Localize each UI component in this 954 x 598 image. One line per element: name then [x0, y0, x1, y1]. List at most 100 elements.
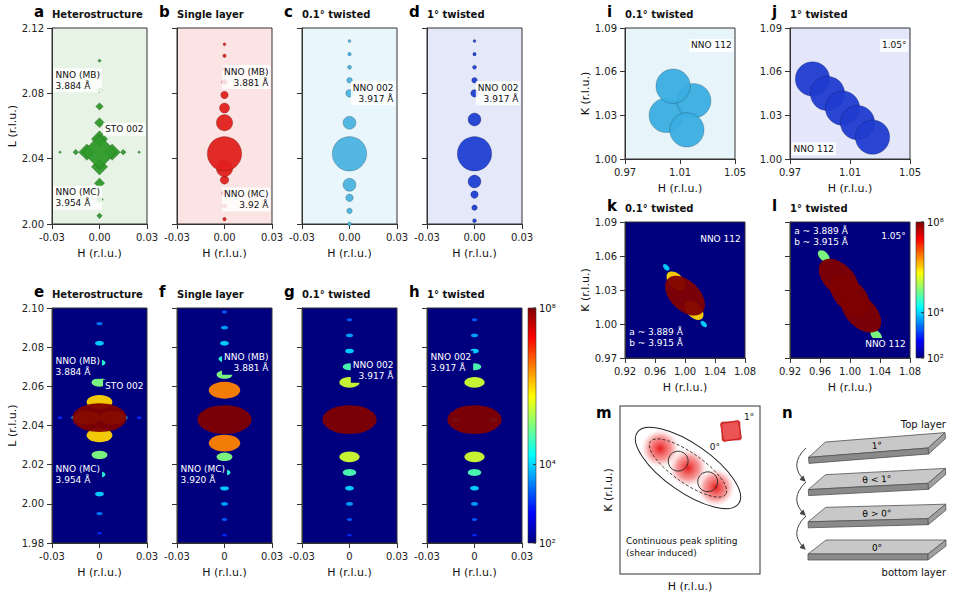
svg-text:θ < 1°: θ < 1° — [862, 474, 891, 486]
svg-text:K (r.l.u.): K (r.l.u.) — [602, 468, 615, 511]
svg-text:H (r.l.u.): H (r.l.u.) — [202, 247, 246, 260]
svg-text:0.1° twisted: 0.1° twisted — [302, 289, 370, 300]
svg-text:0.03: 0.03 — [136, 551, 158, 562]
svg-text:STO 002: STO 002 — [105, 381, 143, 391]
svg-text:H (r.l.u.): H (r.l.u.) — [658, 182, 702, 195]
svg-text:1.01: 1.01 — [669, 167, 691, 178]
svg-text:Top layer: Top layer — [900, 419, 947, 430]
svg-text:1.05: 1.05 — [899, 167, 921, 178]
svg-text:1.03: 1.03 — [760, 110, 782, 121]
svg-text:2.06: 2.06 — [22, 381, 44, 392]
svg-text:H (r.l.u.): H (r.l.u.) — [452, 247, 496, 260]
svg-text:3.920 Å: 3.920 Å — [181, 474, 217, 485]
svg-text:1.05°: 1.05° — [882, 40, 907, 50]
svg-text:d: d — [409, 3, 420, 21]
svg-text:b ~ 3.915 Å: b ~ 3.915 Å — [794, 236, 849, 247]
svg-text:1.04: 1.04 — [869, 366, 891, 377]
svg-text:3.881 Å: 3.881 Å — [234, 77, 270, 88]
svg-text:1.05°: 1.05° — [881, 231, 906, 241]
svg-text:0.1° twisted: 0.1° twisted — [625, 9, 693, 20]
svg-text:H (r.l.u.): H (r.l.u.) — [77, 566, 121, 579]
svg-text:b: b — [159, 3, 170, 21]
svg-text:1.00: 1.00 — [595, 319, 617, 330]
svg-text:0.1° twisted: 0.1° twisted — [302, 9, 370, 20]
svg-text:K (r.l.u.): K (r.l.u.) — [579, 268, 592, 311]
svg-text:3.881 Å: 3.881 Å — [234, 362, 270, 373]
svg-text:3.917 Å: 3.917 Å — [431, 362, 467, 373]
svg-text:2.08: 2.08 — [22, 88, 44, 99]
svg-text:NNO (MC): NNO (MC) — [56, 464, 100, 474]
svg-text:a: a — [34, 3, 44, 21]
svg-text:0.03: 0.03 — [386, 551, 408, 562]
svg-text:i: i — [607, 3, 612, 21]
svg-text:H (r.l.u.): H (r.l.u.) — [327, 566, 371, 579]
svg-text:1°: 1° — [744, 412, 754, 422]
svg-text:0.03: 0.03 — [511, 551, 533, 562]
svg-text:-0.03: -0.03 — [39, 232, 65, 243]
svg-text:NNO (MB): NNO (MB) — [224, 352, 268, 362]
svg-text:n: n — [782, 404, 793, 422]
svg-text:0.92: 0.92 — [614, 366, 636, 377]
svg-text:-0.03: -0.03 — [164, 232, 190, 243]
svg-text:k: k — [607, 197, 618, 215]
svg-text:2.00: 2.00 — [22, 498, 44, 509]
svg-text:m: m — [596, 404, 612, 422]
svg-text:1° twisted: 1° twisted — [427, 289, 485, 300]
svg-text:NNO 002: NNO 002 — [353, 360, 394, 370]
svg-text:1.06: 1.06 — [595, 66, 617, 77]
svg-text:0.96: 0.96 — [809, 366, 831, 377]
svg-text:2.04: 2.04 — [22, 420, 44, 431]
svg-text:10⁸: 10⁸ — [539, 303, 556, 314]
svg-text:Single layer: Single layer — [177, 9, 244, 20]
svg-text:1.00: 1.00 — [760, 154, 782, 165]
svg-text:-0.03: -0.03 — [414, 551, 440, 562]
svg-text:1°: 1° — [871, 440, 882, 451]
svg-text:10²: 10² — [927, 353, 944, 364]
svg-text:Heterostructure: Heterostructure — [52, 289, 143, 300]
svg-text:0: 0 — [96, 551, 102, 562]
svg-text:0.00: 0.00 — [338, 232, 360, 243]
svg-text:3.917 Å: 3.917 Å — [484, 93, 520, 104]
svg-text:a ~ 3.889 Å: a ~ 3.889 Å — [794, 225, 848, 236]
svg-text:θ > 0°: θ > 0° — [862, 508, 891, 519]
svg-text:NNO 112: NNO 112 — [865, 339, 906, 349]
svg-text:1.00: 1.00 — [839, 366, 861, 377]
svg-text:a ~ 3.889 Å: a ~ 3.889 Å — [629, 326, 683, 337]
svg-text:0.92: 0.92 — [779, 366, 801, 377]
svg-text:K (r.l.u.): K (r.l.u.) — [579, 72, 592, 115]
svg-text:NNO (MB): NNO (MB) — [56, 356, 100, 366]
svg-text:10⁴: 10⁴ — [539, 459, 556, 470]
svg-text:H (r.l.u.): H (r.l.u.) — [327, 247, 371, 260]
svg-text:Continuous peak spliting: Continuous peak spliting — [626, 536, 737, 546]
svg-text:NNO 002: NNO 002 — [353, 83, 394, 93]
svg-text:-0.03: -0.03 — [289, 551, 315, 562]
svg-text:10⁴: 10⁴ — [927, 307, 944, 318]
svg-text:0.97: 0.97 — [595, 353, 617, 364]
svg-text:NNO 112: NNO 112 — [794, 144, 835, 154]
svg-text:1.09: 1.09 — [760, 23, 782, 34]
svg-text:0.96: 0.96 — [644, 366, 666, 377]
svg-text:b ~ 3.915 Å: b ~ 3.915 Å — [629, 337, 684, 348]
svg-text:3.917 Å: 3.917 Å — [359, 370, 395, 381]
svg-text:10²: 10² — [539, 538, 556, 549]
svg-text:1.04: 1.04 — [704, 366, 726, 377]
svg-text:L (r.l.u.): L (r.l.u.) — [6, 404, 19, 446]
svg-text:h: h — [409, 283, 420, 301]
svg-text:NNO (MC): NNO (MC) — [181, 464, 225, 474]
svg-text:1.08: 1.08 — [734, 366, 756, 377]
svg-text:1.00: 1.00 — [674, 366, 696, 377]
svg-text:1.09: 1.09 — [595, 23, 617, 34]
svg-text:0: 0 — [471, 551, 477, 562]
svg-text:3.954 Å: 3.954 Å — [56, 474, 92, 485]
svg-text:NNO (MB): NNO (MB) — [224, 67, 268, 77]
svg-text:0.97: 0.97 — [779, 167, 801, 178]
svg-text:1.09: 1.09 — [595, 217, 617, 228]
svg-text:3.92 Å: 3.92 Å — [239, 199, 269, 210]
svg-text:j: j — [771, 3, 777, 21]
svg-text:-0.03: -0.03 — [164, 551, 190, 562]
svg-text:2.04: 2.04 — [22, 153, 44, 164]
svg-text:3.884 Å: 3.884 Å — [56, 80, 92, 91]
svg-text:f: f — [159, 283, 166, 301]
svg-text:2.12: 2.12 — [22, 23, 44, 34]
svg-text:c: c — [284, 3, 293, 21]
